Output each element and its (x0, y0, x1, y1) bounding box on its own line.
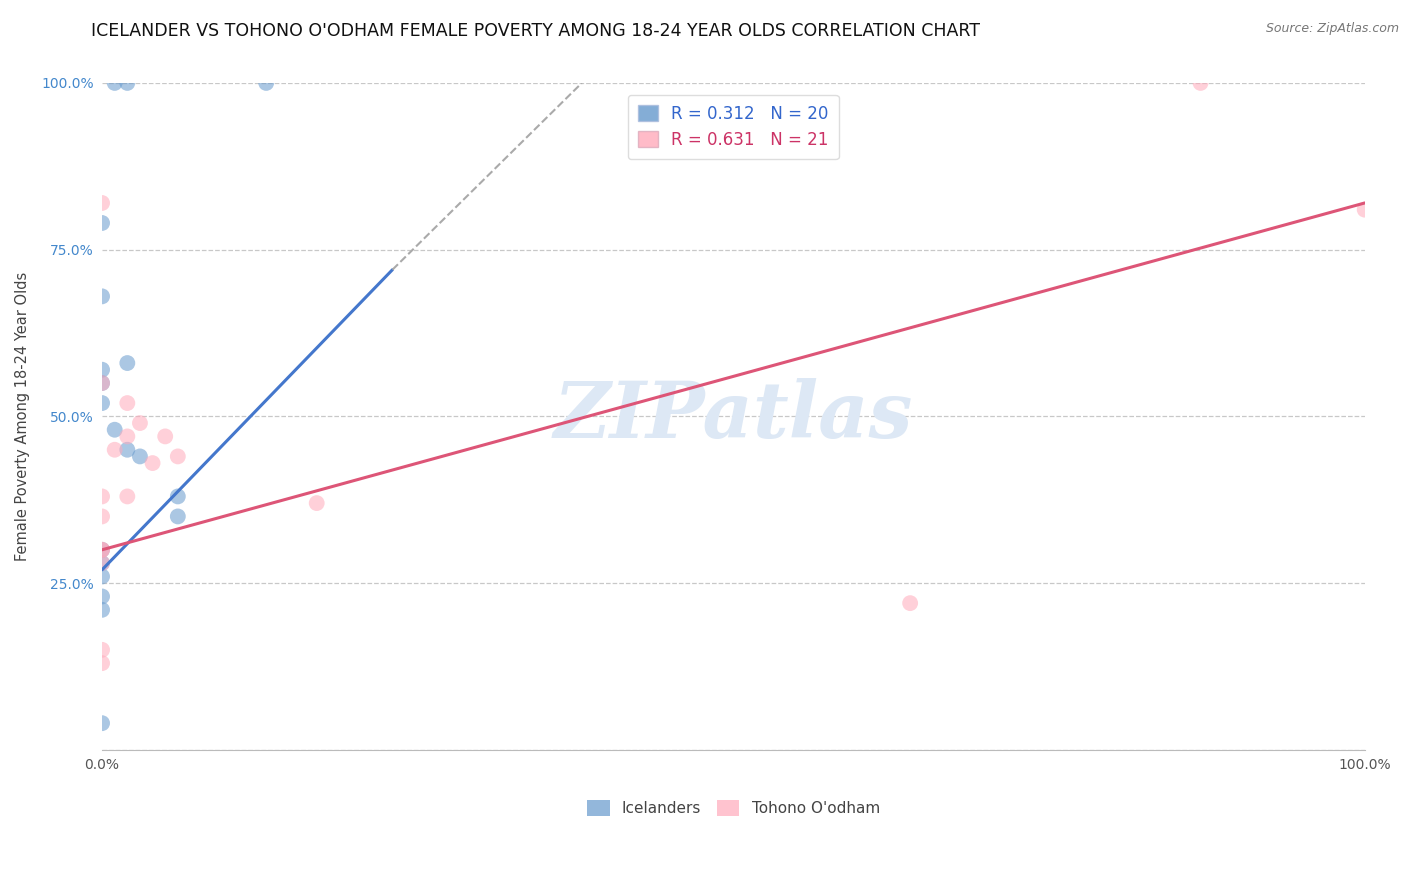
Point (91, 642, 114, 657)
Point (117, 76, 139, 90)
Text: Source: ZipAtlas.com: Source: ZipAtlas.com (1265, 22, 1399, 36)
Point (91, 569, 114, 583)
Point (91, 556, 114, 570)
Legend: Icelanders, Tohono O'odham: Icelanders, Tohono O'odham (581, 794, 886, 822)
Point (104, 442, 127, 457)
Point (117, 442, 139, 457)
Point (1354, 202, 1376, 217)
Point (166, 509, 188, 524)
Point (117, 429, 139, 443)
Point (153, 429, 176, 443)
Point (1189, 76, 1212, 90)
Text: ZIPatlas: ZIPatlas (554, 378, 912, 455)
Point (129, 450, 152, 464)
Point (305, 496, 328, 510)
Point (898, 596, 921, 610)
Point (91, 542, 114, 557)
Point (91, 490, 114, 504)
Point (91, 362, 114, 376)
Point (91, 396, 114, 410)
Point (91, 216, 114, 230)
Point (91, 376, 114, 390)
Point (91, 542, 114, 557)
Point (117, 396, 139, 410)
Point (91, 509, 114, 524)
Point (104, 423, 127, 437)
Point (166, 450, 188, 464)
Point (91, 376, 114, 390)
Point (91, 556, 114, 570)
Point (91, 656, 114, 670)
Point (117, 490, 139, 504)
Point (129, 416, 152, 430)
Point (104, 76, 127, 90)
Point (166, 490, 188, 504)
Point (91, 716, 114, 731)
Point (91, 542, 114, 557)
Point (91, 289, 114, 303)
Point (142, 456, 165, 470)
Point (91, 590, 114, 604)
Point (91, 603, 114, 617)
Point (254, 76, 277, 90)
Text: ICELANDER VS TOHONO O'ODHAM FEMALE POVERTY AMONG 18-24 YEAR OLDS CORRELATION CHA: ICELANDER VS TOHONO O'ODHAM FEMALE POVER… (91, 22, 980, 40)
Point (91, 196, 114, 211)
Y-axis label: Female Poverty Among 18-24 Year Olds: Female Poverty Among 18-24 Year Olds (15, 272, 30, 561)
Point (117, 356, 139, 370)
